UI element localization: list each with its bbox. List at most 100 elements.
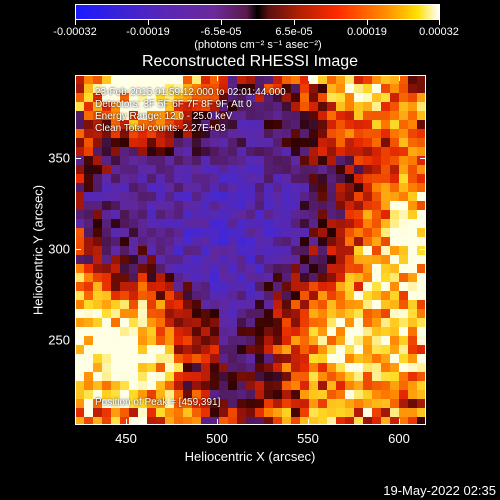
heatmap-cell bbox=[246, 273, 256, 283]
colorbar bbox=[75, 4, 440, 20]
heatmap-cell bbox=[165, 399, 175, 409]
heatmap-cell bbox=[363, 165, 373, 175]
heatmap-cell bbox=[93, 363, 103, 373]
heatmap-cell bbox=[129, 156, 139, 166]
heatmap-cell bbox=[174, 363, 184, 373]
heatmap-cell bbox=[120, 264, 130, 274]
heatmap-cell bbox=[336, 273, 346, 283]
heatmap-cell bbox=[210, 372, 220, 382]
heatmap-cell bbox=[381, 399, 391, 409]
heatmap-cell bbox=[282, 228, 292, 238]
heatmap-cell bbox=[75, 408, 85, 418]
heatmap-cell bbox=[75, 390, 85, 400]
heatmap-cell bbox=[309, 264, 319, 274]
heatmap-cell bbox=[417, 381, 426, 391]
heatmap-cell bbox=[210, 345, 220, 355]
heatmap-cell bbox=[156, 309, 166, 319]
heatmap-cell bbox=[138, 237, 148, 247]
heatmap-cell bbox=[273, 399, 283, 409]
heatmap-cell bbox=[201, 237, 211, 247]
heatmap-cell bbox=[120, 111, 130, 121]
heatmap-cell bbox=[390, 174, 400, 184]
heatmap-cell bbox=[165, 273, 175, 283]
y-tick-label: 350 bbox=[48, 150, 70, 166]
heatmap-cell bbox=[228, 354, 238, 364]
heatmap-cell bbox=[381, 147, 391, 157]
heatmap-cell bbox=[201, 264, 211, 274]
heatmap-cell bbox=[228, 201, 238, 211]
heatmap-cell bbox=[408, 318, 418, 328]
heatmap-cell bbox=[417, 84, 426, 94]
heatmap-cell bbox=[318, 354, 328, 364]
heatmap-cell bbox=[417, 417, 426, 425]
heatmap-cell bbox=[183, 192, 193, 202]
heatmap-cell bbox=[111, 282, 121, 292]
heatmap-cell bbox=[174, 273, 184, 283]
heatmap-cell bbox=[309, 237, 319, 247]
heatmap-cell bbox=[120, 84, 130, 94]
heatmap-cell bbox=[291, 75, 301, 85]
heatmap-cell bbox=[273, 138, 283, 148]
heatmap-cell bbox=[381, 372, 391, 382]
heatmap-cell bbox=[273, 291, 283, 301]
heatmap-cell bbox=[183, 174, 193, 184]
heatmap-cell bbox=[354, 165, 364, 175]
heatmap-cell bbox=[318, 327, 328, 337]
heatmap-cell bbox=[174, 120, 184, 130]
heatmap-cell bbox=[102, 75, 112, 85]
heatmap-cell bbox=[147, 399, 157, 409]
heatmap-cell bbox=[156, 174, 166, 184]
heatmap-cell bbox=[381, 255, 391, 265]
heatmap-cell bbox=[138, 399, 148, 409]
heatmap-cell bbox=[237, 363, 247, 373]
heatmap-cell bbox=[408, 381, 418, 391]
heatmap-cell bbox=[264, 273, 274, 283]
heatmap-cell bbox=[318, 75, 328, 85]
heatmap-cell bbox=[336, 255, 346, 265]
heatmap-cell bbox=[237, 381, 247, 391]
heatmap-cell bbox=[309, 75, 319, 85]
heatmap-cell bbox=[102, 390, 112, 400]
heatmap-cell bbox=[309, 201, 319, 211]
heatmap-cell bbox=[192, 255, 202, 265]
heatmap-cell bbox=[75, 354, 85, 364]
heatmap-cell bbox=[255, 408, 265, 418]
heatmap-cell bbox=[318, 201, 328, 211]
heatmap-cell bbox=[381, 165, 391, 175]
heatmap-cell bbox=[246, 399, 256, 409]
heatmap-cell bbox=[201, 111, 211, 121]
heatmap-cell bbox=[192, 93, 202, 103]
heatmap-cell bbox=[93, 255, 103, 265]
heatmap-cell bbox=[228, 129, 238, 139]
heatmap-cell bbox=[228, 84, 238, 94]
colorbar-tick bbox=[367, 20, 368, 25]
heatmap-cell bbox=[75, 93, 85, 103]
heatmap-cell bbox=[228, 93, 238, 103]
heatmap-cell bbox=[111, 300, 121, 310]
info-time-range: 23-Feb-2015 01:59:12.000 to 02:01:44.000 bbox=[95, 87, 286, 98]
heatmap-cell bbox=[102, 129, 112, 139]
heatmap-cell bbox=[273, 102, 283, 112]
heatmap-cell bbox=[345, 336, 355, 346]
heatmap-cell bbox=[102, 354, 112, 364]
heatmap-cell bbox=[147, 165, 157, 175]
heatmap-cell bbox=[84, 318, 94, 328]
heatmap-cell bbox=[237, 255, 247, 265]
heatmap-cell bbox=[363, 111, 373, 121]
heatmap-cell bbox=[138, 300, 148, 310]
heatmap-cell bbox=[345, 363, 355, 373]
heatmap-cell bbox=[282, 219, 292, 229]
heatmap-cell bbox=[246, 336, 256, 346]
heatmap-cell bbox=[282, 156, 292, 166]
heatmap-cell bbox=[318, 174, 328, 184]
heatmap-cell bbox=[264, 219, 274, 229]
heatmap-cell bbox=[210, 309, 220, 319]
heatmap-cell bbox=[345, 129, 355, 139]
heatmap-cell bbox=[120, 183, 130, 193]
heatmap-cell bbox=[174, 336, 184, 346]
heatmap-cell bbox=[390, 219, 400, 229]
heatmap-cell bbox=[138, 201, 148, 211]
heatmap-cell bbox=[372, 309, 382, 319]
heatmap-cell bbox=[165, 210, 175, 220]
heatmap-cell bbox=[228, 255, 238, 265]
